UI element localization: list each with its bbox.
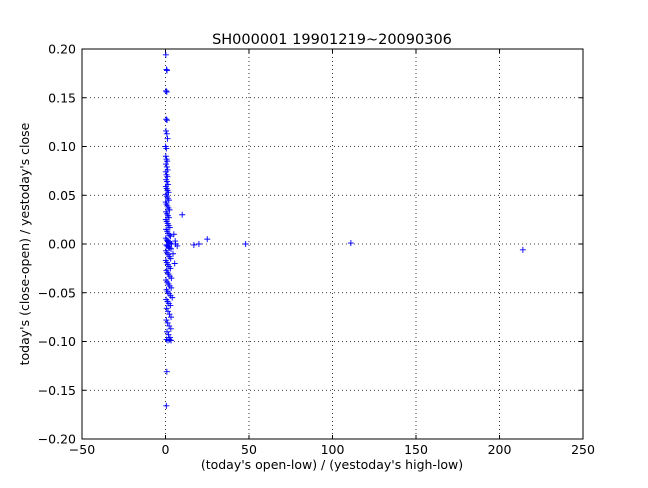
- y-tick-label: −0.20: [38, 432, 76, 447]
- data-point: [165, 308, 172, 315]
- data-point: [171, 260, 178, 267]
- data-point: [242, 241, 249, 247]
- y-tick-label: 0.15: [48, 90, 76, 105]
- data-point: [168, 314, 175, 321]
- data-point: [166, 224, 173, 231]
- grid-lines: [82, 49, 583, 439]
- y-tick-label: −0.05: [38, 285, 76, 300]
- data-point: [166, 232, 173, 239]
- y-tick-labels: −0.20 −0.15 −0.10 −0.05 0.00 0.05 0.10 0.15 0.20: [38, 42, 76, 447]
- data-point: [163, 317, 170, 324]
- data-point: [172, 238, 179, 245]
- data-point: [167, 325, 174, 332]
- data-point: [179, 211, 186, 218]
- x-tick-label: 100: [321, 442, 345, 457]
- x-tick-label: −50: [69, 442, 95, 457]
- data-point: [162, 153, 169, 160]
- y-tick-label: 0.20: [48, 42, 76, 57]
- data-point: [162, 168, 169, 175]
- data-point: [166, 311, 173, 318]
- data-point: [164, 117, 171, 124]
- data-point: [170, 250, 177, 257]
- data-point: [204, 236, 211, 243]
- data-point: [168, 275, 175, 282]
- y-axis-label: today's (close-open) / yestoday's close: [17, 122, 32, 365]
- data-point: [174, 242, 181, 249]
- data-point: [169, 294, 176, 301]
- y-tick-label: 0.05: [48, 188, 76, 203]
- data-point: [347, 240, 354, 247]
- data-point: [164, 135, 171, 142]
- data-point: [167, 240, 174, 247]
- data-point: [166, 336, 173, 343]
- data-point: [168, 337, 175, 344]
- data-point: [162, 51, 169, 58]
- data-point: [163, 88, 170, 95]
- data-points: [162, 51, 526, 409]
- data-point: [164, 319, 171, 326]
- data-point: [166, 206, 173, 213]
- data-point: [163, 305, 170, 312]
- data-point: [163, 145, 170, 152]
- data-point: [165, 197, 172, 204]
- data-point: [165, 331, 172, 338]
- data-point: [164, 178, 171, 185]
- data-point: [167, 233, 174, 240]
- data-point: [163, 161, 170, 168]
- data-point: [163, 402, 170, 409]
- data-point: [195, 241, 202, 247]
- data-point: [163, 163, 170, 170]
- x-tick-label: 250: [571, 442, 595, 457]
- data-point: [163, 116, 170, 123]
- data-point: [163, 368, 170, 375]
- data-point: [167, 302, 174, 309]
- data-point: [167, 255, 174, 262]
- data-point: [163, 87, 170, 94]
- x-axis-label: (today's open-low) / (yestoday's high-lo…: [201, 457, 463, 472]
- data-point: [167, 265, 174, 272]
- x-tick-label: 0: [162, 442, 170, 457]
- data-point: [166, 244, 173, 251]
- data-point: [168, 245, 175, 252]
- data-point: [190, 241, 197, 248]
- data-point: [163, 127, 170, 134]
- x-tick-label: 50: [241, 442, 257, 457]
- x-tick-label: 150: [404, 442, 428, 457]
- plot-area-frame: [81, 48, 584, 440]
- data-point: [519, 246, 526, 253]
- data-point: [164, 328, 171, 335]
- data-point: [163, 130, 170, 137]
- y-tick-label: 0.00: [48, 237, 76, 252]
- data-point: [170, 231, 177, 238]
- chart-title: SH000001 19901219~20090306: [212, 32, 452, 48]
- x-tick-labels: −50 0 50 100 150 200 250: [69, 442, 595, 457]
- data-point: [164, 158, 171, 165]
- data-point: [163, 66, 170, 73]
- data-point: [168, 284, 175, 291]
- data-point: [164, 67, 171, 74]
- y-tick-label: −0.10: [38, 334, 76, 349]
- x-tick-label: 200: [488, 442, 512, 457]
- y-tick-label: −0.15: [38, 383, 76, 398]
- data-point: [166, 214, 173, 221]
- y-tick-label: 0.10: [48, 139, 76, 154]
